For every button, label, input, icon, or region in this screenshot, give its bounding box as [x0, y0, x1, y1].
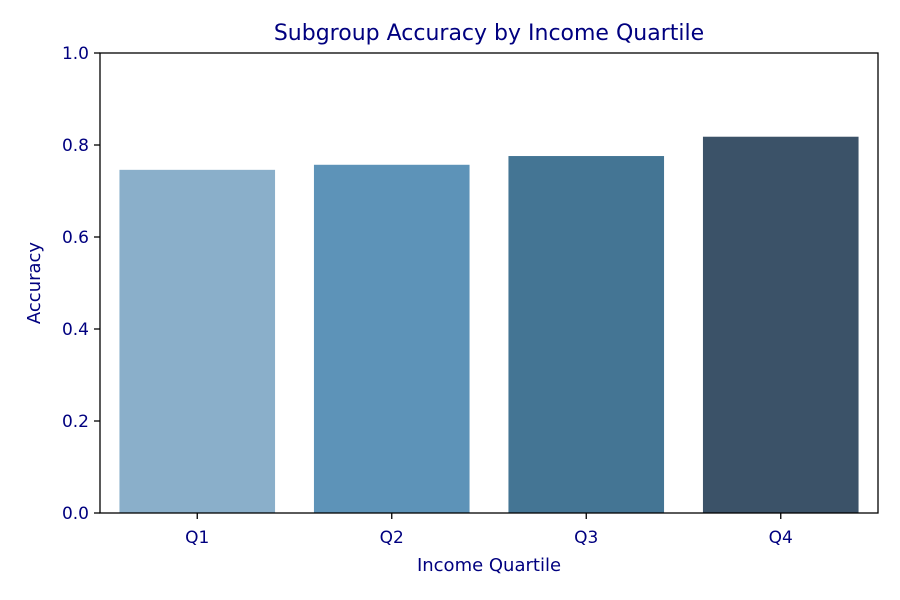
y-tick-label: 1.0 [62, 44, 89, 64]
y-axis-label: Accuracy [24, 242, 45, 325]
bar-q3 [508, 156, 665, 514]
x-tick-label: Q3 [574, 528, 598, 548]
x-tick-label: Q1 [185, 528, 209, 548]
y-tick-label: 0.6 [62, 228, 89, 248]
y-tick-label: 0.2 [62, 412, 89, 432]
y-tick-label: 0.0 [62, 504, 89, 524]
x-tick-label: Q4 [769, 528, 793, 548]
x-tick-label: Q2 [380, 528, 404, 548]
x-axis-ticks: Q1 Q2 Q3 Q4 [185, 513, 793, 548]
bars-group [119, 136, 859, 514]
bar-q1 [119, 169, 276, 513]
plot-frame [99, 52, 879, 514]
x-axis-label: Income Quartile [417, 555, 561, 576]
y-tick-label: 0.4 [62, 320, 89, 340]
y-axis-ticks: 0.0 0.2 0.4 0.6 0.8 1.0 [62, 44, 100, 524]
chart-title: Subgroup Accuracy by Income Quartile [274, 21, 704, 46]
bar-q4 [702, 136, 859, 513]
axes-group [99, 52, 879, 514]
y-tick-label: 0.8 [62, 136, 89, 156]
bar-q2 [313, 164, 470, 513]
